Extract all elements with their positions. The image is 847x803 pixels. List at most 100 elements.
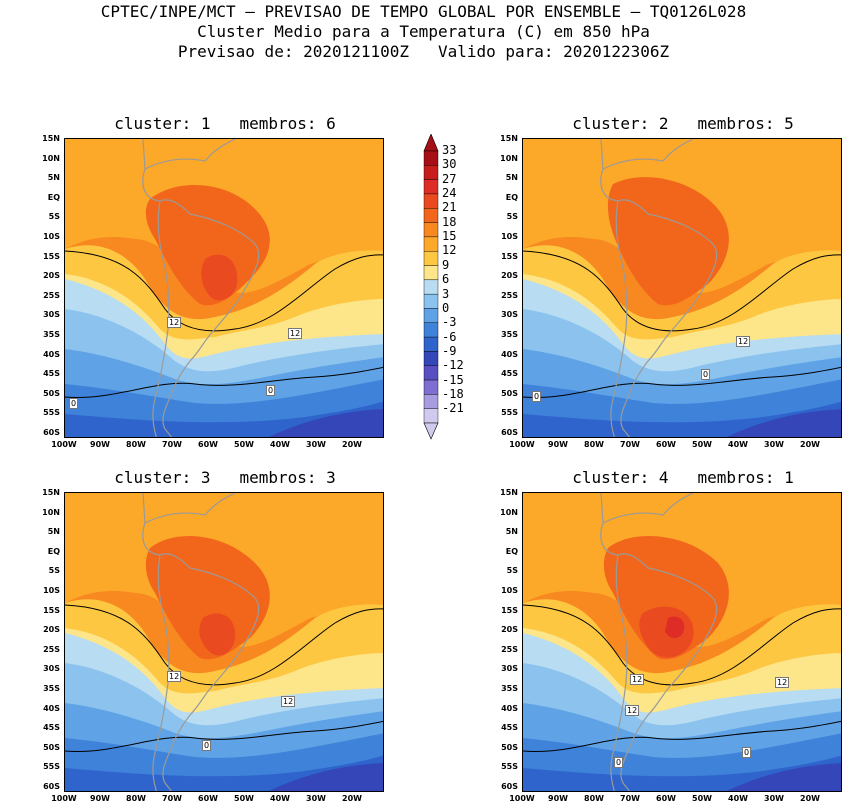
lon-tick-label: 80W bbox=[126, 440, 146, 449]
lon-tick-label: 20W bbox=[342, 440, 362, 449]
lat-tick-label: 50S bbox=[501, 742, 518, 752]
warm-core bbox=[145, 185, 270, 306]
contour-label: 12 bbox=[167, 317, 182, 328]
coastline bbox=[144, 493, 236, 524]
lon-tick-label: 100W bbox=[51, 794, 77, 803]
colorbar-tick-label: 33 bbox=[442, 143, 457, 157]
colorbar-swatch bbox=[423, 150, 439, 166]
lon-tick-label: 80W bbox=[126, 794, 146, 803]
colorbar-swatch bbox=[423, 308, 439, 323]
lon-tick-label: 30W bbox=[764, 440, 784, 449]
coastline bbox=[602, 139, 694, 170]
lat-tick-label: 5S bbox=[48, 566, 60, 576]
colorbar-swatch bbox=[423, 336, 439, 352]
lat-tick-label: 15N bbox=[42, 488, 60, 497]
lon-tick-label: 50W bbox=[692, 794, 712, 803]
lon-tick-label: 90W bbox=[548, 794, 568, 803]
lat-tick-label: 45S bbox=[43, 369, 60, 379]
contour-0 bbox=[65, 720, 383, 752]
lat-tick-label: EQ bbox=[505, 192, 518, 202]
lat-tick-label: 60S bbox=[43, 428, 60, 437]
lat-tick-label: 20S bbox=[43, 271, 60, 281]
coastline bbox=[600, 493, 718, 791]
lon-tick-label: 60W bbox=[656, 794, 676, 803]
panel-3-title: cluster: 3 membros: 3 bbox=[114, 468, 336, 487]
lat-tick-label: 40S bbox=[501, 349, 518, 359]
colorbar-tick-label: -6 bbox=[442, 329, 457, 344]
lat-tick-label: 40S bbox=[43, 349, 60, 359]
lon-tick-label: 20W bbox=[800, 440, 820, 449]
lon-tick-label: 70W bbox=[620, 794, 640, 803]
lat-tick-label: 40S bbox=[501, 703, 518, 713]
lon-tick-label: 40W bbox=[728, 440, 748, 449]
colorbar-top-arrow bbox=[423, 134, 439, 152]
lat-tick-label: 55S bbox=[501, 762, 518, 772]
lat-tick-label: 15S bbox=[43, 605, 60, 615]
colorbar-swatch bbox=[423, 208, 439, 223]
colorbar-tick-label: 30 bbox=[442, 157, 457, 172]
panel-1-title: cluster: 1 membros: 6 bbox=[114, 114, 336, 133]
lon-tick-label: 20W bbox=[342, 794, 362, 803]
forecast-dates: Previsao de: 2020121100Z Valido para: 20… bbox=[177, 42, 670, 61]
coastline bbox=[142, 493, 260, 791]
panel-4-map bbox=[522, 492, 842, 792]
colorbar-swatch bbox=[423, 394, 439, 409]
contour-label: 12 bbox=[630, 674, 645, 685]
lat-tick-label: 15S bbox=[501, 251, 518, 261]
colorbar-swatch bbox=[423, 222, 439, 238]
colorbar-swatch bbox=[423, 365, 439, 381]
warm-core bbox=[603, 536, 729, 660]
contour-12 bbox=[523, 250, 841, 332]
temp-band bbox=[727, 763, 841, 791]
temp-band bbox=[269, 763, 383, 791]
contour-label: 0 bbox=[69, 398, 79, 409]
colorbar-swatch bbox=[423, 351, 439, 366]
lat-tick-label: EQ bbox=[47, 192, 60, 202]
warm-core bbox=[201, 254, 238, 301]
contour-12 bbox=[65, 604, 383, 686]
lon-tick-label: 80W bbox=[584, 794, 604, 803]
panel-2-map bbox=[522, 138, 842, 438]
lon-tick-label: 20W bbox=[800, 794, 820, 803]
lat-tick-label: 10S bbox=[501, 586, 518, 595]
lat-tick-label: 20S bbox=[43, 625, 60, 635]
colorbar-tick-label: 3 bbox=[442, 286, 450, 301]
coastline bbox=[144, 139, 236, 170]
panel-3-map bbox=[64, 492, 384, 792]
contour-label: 0 bbox=[532, 391, 542, 402]
map-svg bbox=[65, 493, 383, 791]
lon-tick-label: 50W bbox=[692, 440, 712, 449]
lat-tick-label: 30S bbox=[43, 664, 60, 674]
lat-tick-label: 10N bbox=[42, 153, 60, 163]
colorbar-swatch bbox=[423, 408, 439, 424]
lat-tick-label: 55S bbox=[501, 408, 518, 418]
lat-tick-label: 50S bbox=[501, 388, 518, 398]
temp-band bbox=[727, 409, 841, 437]
contour-12 bbox=[523, 604, 841, 686]
lat-tick-label: 50S bbox=[43, 388, 60, 398]
contour-0 bbox=[523, 366, 841, 398]
lat-tick-label: 55S bbox=[43, 762, 60, 772]
colorbar-tick-label: 0 bbox=[442, 300, 450, 315]
lat-tick-label: 30S bbox=[501, 664, 518, 674]
colorbar-tick-label: 9 bbox=[442, 257, 450, 272]
map-svg bbox=[523, 139, 841, 437]
lon-tick-label: 40W bbox=[270, 440, 290, 449]
lon-tick-label: 90W bbox=[90, 440, 110, 449]
colorbar-swatch bbox=[423, 251, 439, 266]
contour-label: 12 bbox=[281, 696, 296, 707]
lat-tick-label: 10N bbox=[42, 507, 60, 517]
lat-tick-label: 45S bbox=[43, 723, 60, 733]
lon-tick-label: 70W bbox=[620, 440, 640, 449]
lon-tick-label: 30W bbox=[306, 794, 326, 803]
lat-tick-label: 35S bbox=[43, 330, 60, 339]
contour-label: 0 bbox=[742, 747, 752, 758]
colorbar-tick-label: 27 bbox=[442, 171, 457, 186]
contour-label: 0 bbox=[614, 757, 624, 768]
lat-tick-label: 60S bbox=[501, 428, 518, 437]
lat-tick-label: 35S bbox=[501, 330, 518, 339]
lon-tick-label: 60W bbox=[198, 440, 218, 449]
contour-label: 12 bbox=[288, 328, 303, 339]
lat-tick-label: 10N bbox=[500, 507, 518, 517]
coastline bbox=[600, 139, 718, 437]
